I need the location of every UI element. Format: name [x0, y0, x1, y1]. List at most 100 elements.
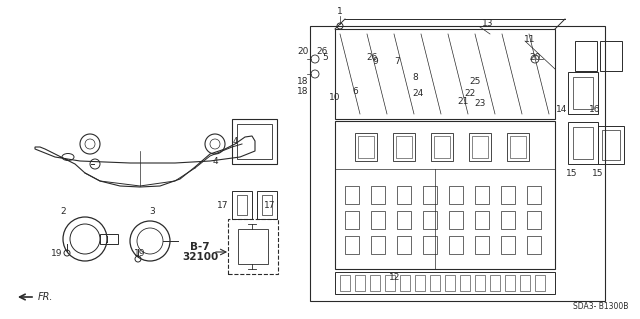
Bar [505, 275, 515, 291]
Bar [510, 136, 526, 158]
Text: 8: 8 [412, 72, 418, 81]
Bar [449, 186, 463, 204]
Bar [598, 126, 624, 164]
Bar [400, 275, 410, 291]
Bar [527, 186, 541, 204]
Text: 9: 9 [372, 56, 378, 65]
Text: 3: 3 [149, 206, 155, 216]
Text: 15: 15 [592, 169, 604, 179]
Bar [602, 130, 620, 160]
Bar [335, 272, 555, 294]
Bar [460, 275, 470, 291]
Text: 19: 19 [51, 249, 63, 258]
Text: 16: 16 [589, 105, 601, 114]
Text: 13: 13 [483, 19, 493, 28]
Bar [501, 236, 515, 254]
Bar [423, 186, 437, 204]
Bar [355, 133, 377, 161]
Bar [257, 191, 277, 219]
Text: B-7: B-7 [190, 242, 210, 252]
Text: 26: 26 [366, 53, 378, 62]
Bar [423, 236, 437, 254]
Text: 10: 10 [329, 93, 340, 101]
Text: 12: 12 [389, 272, 401, 281]
Bar [371, 211, 385, 229]
Bar [469, 133, 491, 161]
Bar [262, 195, 272, 215]
Bar [100, 234, 118, 244]
Text: 11: 11 [524, 34, 536, 43]
Bar [340, 275, 350, 291]
Bar [501, 186, 515, 204]
Bar [345, 211, 359, 229]
Bar [434, 136, 450, 158]
Bar [568, 122, 598, 164]
Bar [228, 219, 278, 274]
Bar [423, 211, 437, 229]
Text: 4: 4 [212, 158, 218, 167]
Bar [475, 236, 489, 254]
Text: SDA3- B1300B: SDA3- B1300B [573, 302, 628, 311]
Bar [238, 229, 268, 264]
Bar [393, 133, 415, 161]
Text: 26: 26 [316, 47, 328, 56]
Text: 24: 24 [412, 90, 424, 99]
Bar [600, 41, 622, 71]
Text: 17: 17 [264, 202, 276, 211]
Bar [396, 136, 412, 158]
Bar [449, 211, 463, 229]
Text: 19: 19 [134, 249, 146, 258]
Bar [397, 211, 411, 229]
Text: FR.: FR. [38, 292, 54, 302]
Text: 2: 2 [60, 206, 66, 216]
Bar [575, 41, 597, 71]
Text: 4: 4 [233, 137, 238, 145]
Bar [310, 26, 605, 301]
Bar [358, 136, 374, 158]
Bar [535, 275, 545, 291]
Bar [371, 186, 385, 204]
Bar [520, 275, 530, 291]
Bar [431, 133, 453, 161]
Text: 7: 7 [394, 56, 400, 65]
Bar [237, 124, 272, 159]
Bar [527, 236, 541, 254]
Bar [397, 186, 411, 204]
Text: 17: 17 [217, 202, 228, 211]
Bar [507, 133, 529, 161]
Bar [573, 127, 593, 159]
Bar [370, 275, 380, 291]
Bar [475, 186, 489, 204]
Bar [472, 136, 488, 158]
Text: 32100: 32100 [182, 252, 218, 262]
Bar [445, 275, 455, 291]
Text: 18: 18 [297, 77, 308, 85]
Text: 1: 1 [337, 6, 343, 16]
Bar [415, 275, 425, 291]
Bar [345, 186, 359, 204]
Bar [430, 275, 440, 291]
Text: 20: 20 [529, 53, 541, 62]
Text: 6: 6 [352, 86, 358, 95]
Bar [397, 236, 411, 254]
Bar [475, 211, 489, 229]
Text: 14: 14 [556, 105, 568, 114]
Text: 15: 15 [566, 169, 578, 179]
Text: 20: 20 [298, 47, 308, 56]
Text: 25: 25 [469, 77, 481, 85]
Bar [335, 29, 555, 119]
Bar [232, 191, 252, 219]
Bar [385, 275, 395, 291]
Bar [237, 195, 247, 215]
Text: 21: 21 [458, 97, 468, 106]
Bar [345, 236, 359, 254]
Text: 22: 22 [465, 90, 476, 99]
Bar [449, 236, 463, 254]
Bar [475, 275, 485, 291]
Bar [573, 77, 593, 109]
Bar [232, 119, 277, 164]
Bar [335, 121, 555, 269]
Bar [490, 275, 500, 291]
Bar [371, 236, 385, 254]
Bar [527, 211, 541, 229]
